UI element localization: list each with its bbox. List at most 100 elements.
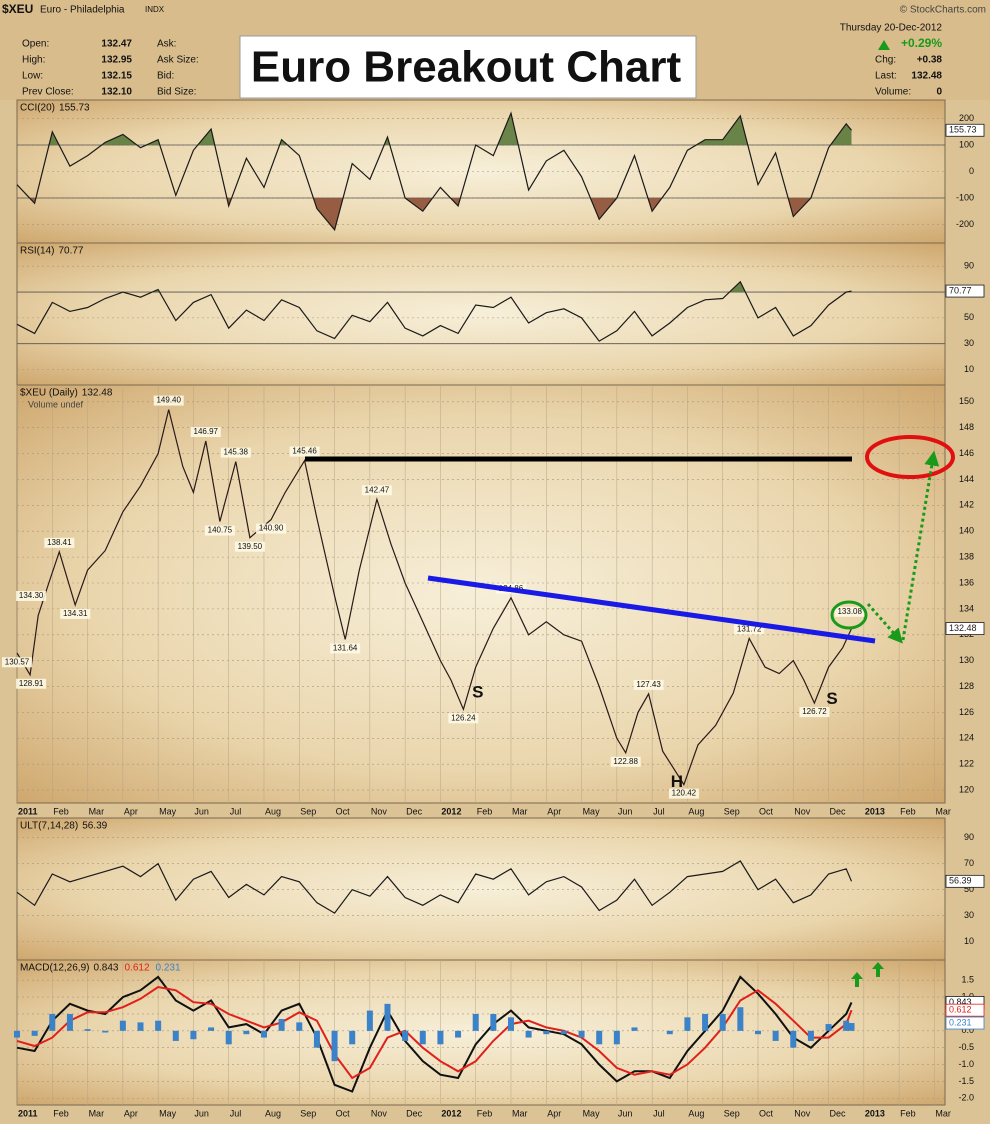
price-label: 140.75 <box>208 526 233 535</box>
y-tick-label: 0.0 <box>961 1025 974 1035</box>
series-line <box>16 975 853 1093</box>
x-tick-label: Feb <box>900 1108 916 1118</box>
y-tick-label: 30 <box>964 910 974 920</box>
price-label-box <box>361 485 392 496</box>
histogram-bar <box>596 1030 603 1045</box>
panel-value: 56.39 <box>82 821 107 832</box>
histogram-bar <box>772 1030 779 1041</box>
y-tick-label: -1.0 <box>958 1059 974 1069</box>
price-label: 146.97 <box>194 427 219 436</box>
y-tick-label: 150 <box>959 396 974 406</box>
series-line <box>16 409 853 786</box>
price-label: 130.57 <box>5 657 30 666</box>
y-tick-label: 136 <box>959 577 974 587</box>
quote-label: Bid: <box>157 71 174 82</box>
histogram-bar <box>719 1013 726 1031</box>
panel-value: 0.843 <box>93 963 118 974</box>
panel-title: RSI(14) <box>20 246 54 257</box>
x-tick-label: Aug <box>265 806 281 816</box>
histogram-bar <box>243 1030 250 1035</box>
x-tick-label: Nov <box>371 806 388 816</box>
histogram-bar <box>790 1030 797 1048</box>
value-box-label: 0.612 <box>949 1005 972 1015</box>
value-box-label: 155.73 <box>949 125 977 135</box>
series-line <box>16 111 852 232</box>
price-label-box <box>734 624 765 635</box>
x-tick-label: Sep <box>724 806 740 816</box>
histogram-bar <box>313 1030 320 1048</box>
y-tick-label: -1.5 <box>958 1076 974 1086</box>
y-tick-label: -0.5 <box>958 1042 974 1052</box>
x-tick-label: Oct <box>759 806 774 816</box>
histogram-bar <box>525 1030 532 1038</box>
pattern-label: S <box>826 689 837 708</box>
chart-title: Euro Breakout Chart <box>251 43 682 92</box>
histogram-bar <box>296 1022 303 1031</box>
up-arrow <box>872 962 884 977</box>
price-label-box <box>234 541 265 552</box>
x-tick-label: Mar <box>89 1108 105 1118</box>
price-label: 139.50 <box>238 542 263 551</box>
value-box <box>945 1003 985 1017</box>
histogram-bar <box>84 1029 91 1031</box>
x-tick-label: Jun <box>618 806 633 816</box>
symbol: $XEU <box>2 2 33 16</box>
panel-value: 155.73 <box>59 103 90 114</box>
x-tick-label: 2012 <box>441 806 461 816</box>
x-tick-label: Mar <box>89 806 105 816</box>
x-tick-label: Jun <box>194 1108 209 1118</box>
histogram-bar <box>807 1030 814 1041</box>
y-tick-label: 148 <box>959 422 974 432</box>
value-box-label: 0.843 <box>949 997 972 1007</box>
price-label: 145.38 <box>224 448 249 457</box>
price-label: 134.31 <box>63 609 88 618</box>
panel-value: 132.48 <box>82 388 113 399</box>
x-tick-label: 2013 <box>865 806 885 816</box>
x-tick-label: Jun <box>618 1108 633 1118</box>
y-tick-label: 128 <box>959 681 974 691</box>
price-label: 128.91 <box>19 679 44 688</box>
y-tick-label: 144 <box>959 474 974 484</box>
price-label-box <box>448 713 479 724</box>
panel <box>16 242 946 386</box>
quote-label: Bid Size: <box>157 87 196 98</box>
y-tick-label: 100 <box>959 139 974 149</box>
y-tick-label: 50 <box>964 884 974 894</box>
histogram-bar <box>825 1024 832 1031</box>
x-tick-label: Dec <box>830 806 847 816</box>
histogram-bar <box>137 1022 144 1031</box>
title-box <box>239 35 697 99</box>
panel-title: $XEU (Daily) <box>20 388 78 399</box>
band-fill <box>29 197 811 230</box>
x-tick-label: Aug <box>265 1108 281 1118</box>
panel <box>16 384 946 804</box>
price-label-box <box>330 643 361 654</box>
series-line <box>16 280 852 342</box>
breakout-circle <box>830 600 868 630</box>
y-tick-label: -2.0 <box>958 1093 974 1103</box>
y-tick-label: 10 <box>964 936 974 946</box>
x-tick-label: Jun <box>194 806 209 816</box>
x-tick-label: 2012 <box>441 1108 461 1118</box>
histogram-bar <box>848 1023 855 1031</box>
up-arrow <box>851 972 863 987</box>
band-fill <box>17 343 852 344</box>
panel <box>16 817 946 961</box>
y-tick-label: -200 <box>956 219 974 229</box>
panel-value: 0.231 <box>156 963 181 974</box>
histogram-bar <box>260 1030 267 1038</box>
x-tick-label: Feb <box>477 1108 493 1118</box>
quote-value: +0.38 <box>917 55 943 66</box>
quote-value: 0 <box>936 87 942 98</box>
y-tick-label: 90 <box>964 261 974 271</box>
x-tick-label: Sep <box>724 1108 740 1118</box>
price-label: 126.72 <box>802 707 827 716</box>
x-tick-label: Dec <box>406 806 423 816</box>
histogram-bar <box>560 1030 567 1035</box>
x-tick-label: May <box>583 806 601 816</box>
pattern-label: H <box>671 772 683 791</box>
price-label-box <box>16 591 47 601</box>
x-tick-label: Apr <box>124 806 138 816</box>
x-tick-label: Sep <box>300 1108 316 1118</box>
x-tick-label: Feb <box>53 806 69 816</box>
